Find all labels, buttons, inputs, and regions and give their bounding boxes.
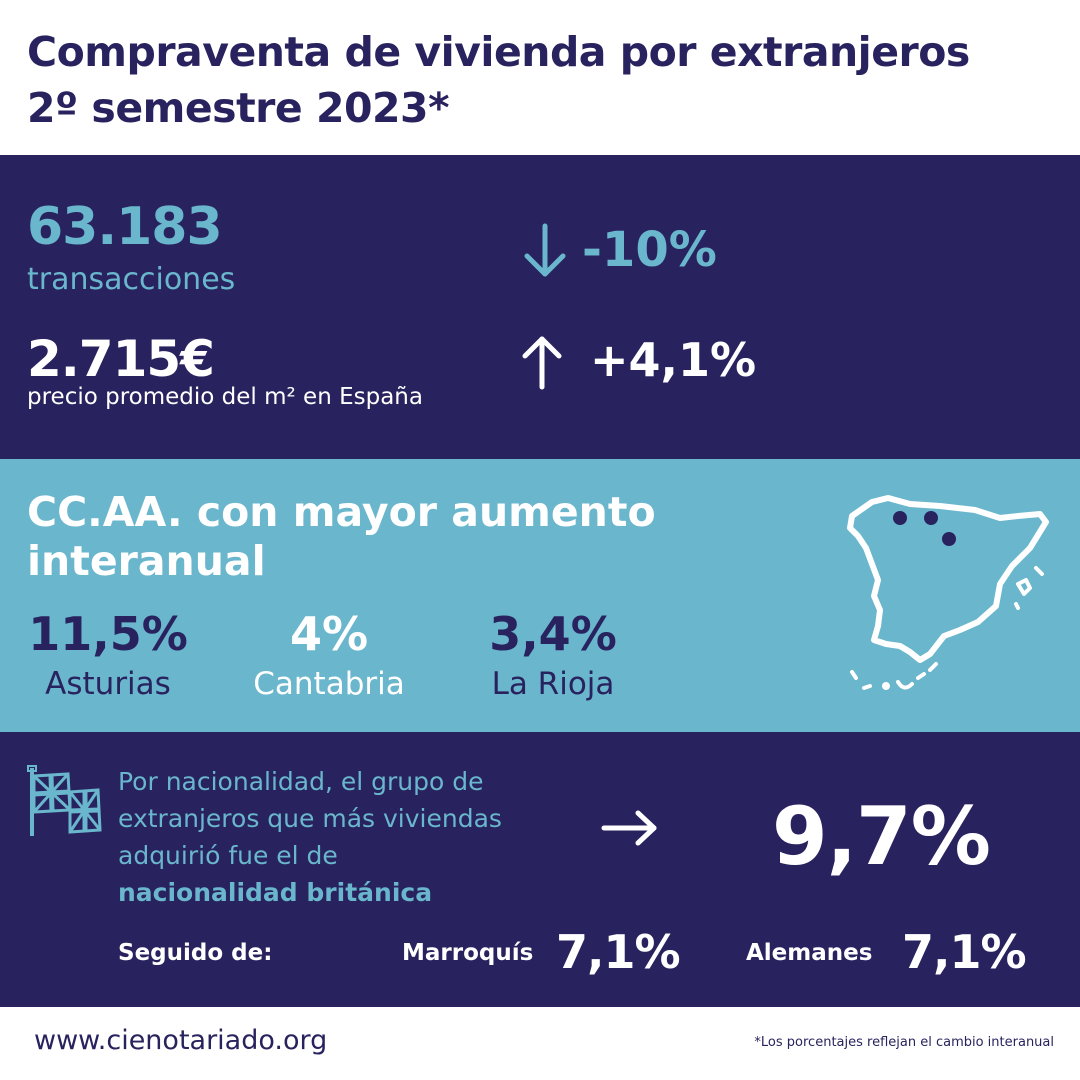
region-pct: 4% [289,607,369,661]
region-name: La Rioja [491,666,615,702]
arrow-up-icon [522,336,562,390]
region-la-rioja: 3,4% La Rioja [478,606,628,706]
main-nationality-pct: 9,7% [772,790,991,883]
followed-label: Seguido de: [118,940,273,966]
nationality-band [0,732,1080,1007]
transactions-label: transacciones [27,262,236,297]
region-name: Asturias [45,666,171,702]
transactions-change: -10% [582,222,717,278]
second-nationality-label: Marroquís [402,940,534,966]
region-name: Cantabria [253,666,405,702]
nationality-description: Por nacionalidad, el grupo de extranjero… [118,763,518,911]
spain-map-icon [847,495,1049,690]
second-nationality-pct: 7,1% [556,925,681,979]
third-nationality-label: Alemanes [746,940,873,966]
regions-title: CC.AA. con mayor aumento interanual [27,488,656,585]
price-label: precio promedio del m² en España [27,384,423,410]
region-pct: 11,5% [28,607,188,661]
price-value: 2.715€ [27,330,215,388]
arrow-down-icon [524,223,566,277]
third-nationality-pct: 7,1% [902,925,1027,979]
nationality-highlight: nacionalidad británica [118,878,433,907]
region-cantabria: 4% Cantabria [240,606,418,706]
arrow-right-icon [601,810,657,846]
region-asturias: 11,5% Asturias [28,606,188,706]
transactions-value: 63.183 [27,197,223,257]
summary-band [0,155,1080,459]
page-title: Compraventa de vivienda por extranjeros … [27,28,970,132]
nationality-text: Por nacionalidad, el grupo de extranjero… [118,767,502,870]
footnote: *Los porcentajes reflejan el cambio inte… [754,1035,1054,1050]
price-change: +4,1% [590,333,757,387]
website-link[interactable]: www.cienotariado.org [34,1025,328,1056]
region-pct: 3,4% [489,607,617,661]
british-flag-icon [27,765,102,836]
